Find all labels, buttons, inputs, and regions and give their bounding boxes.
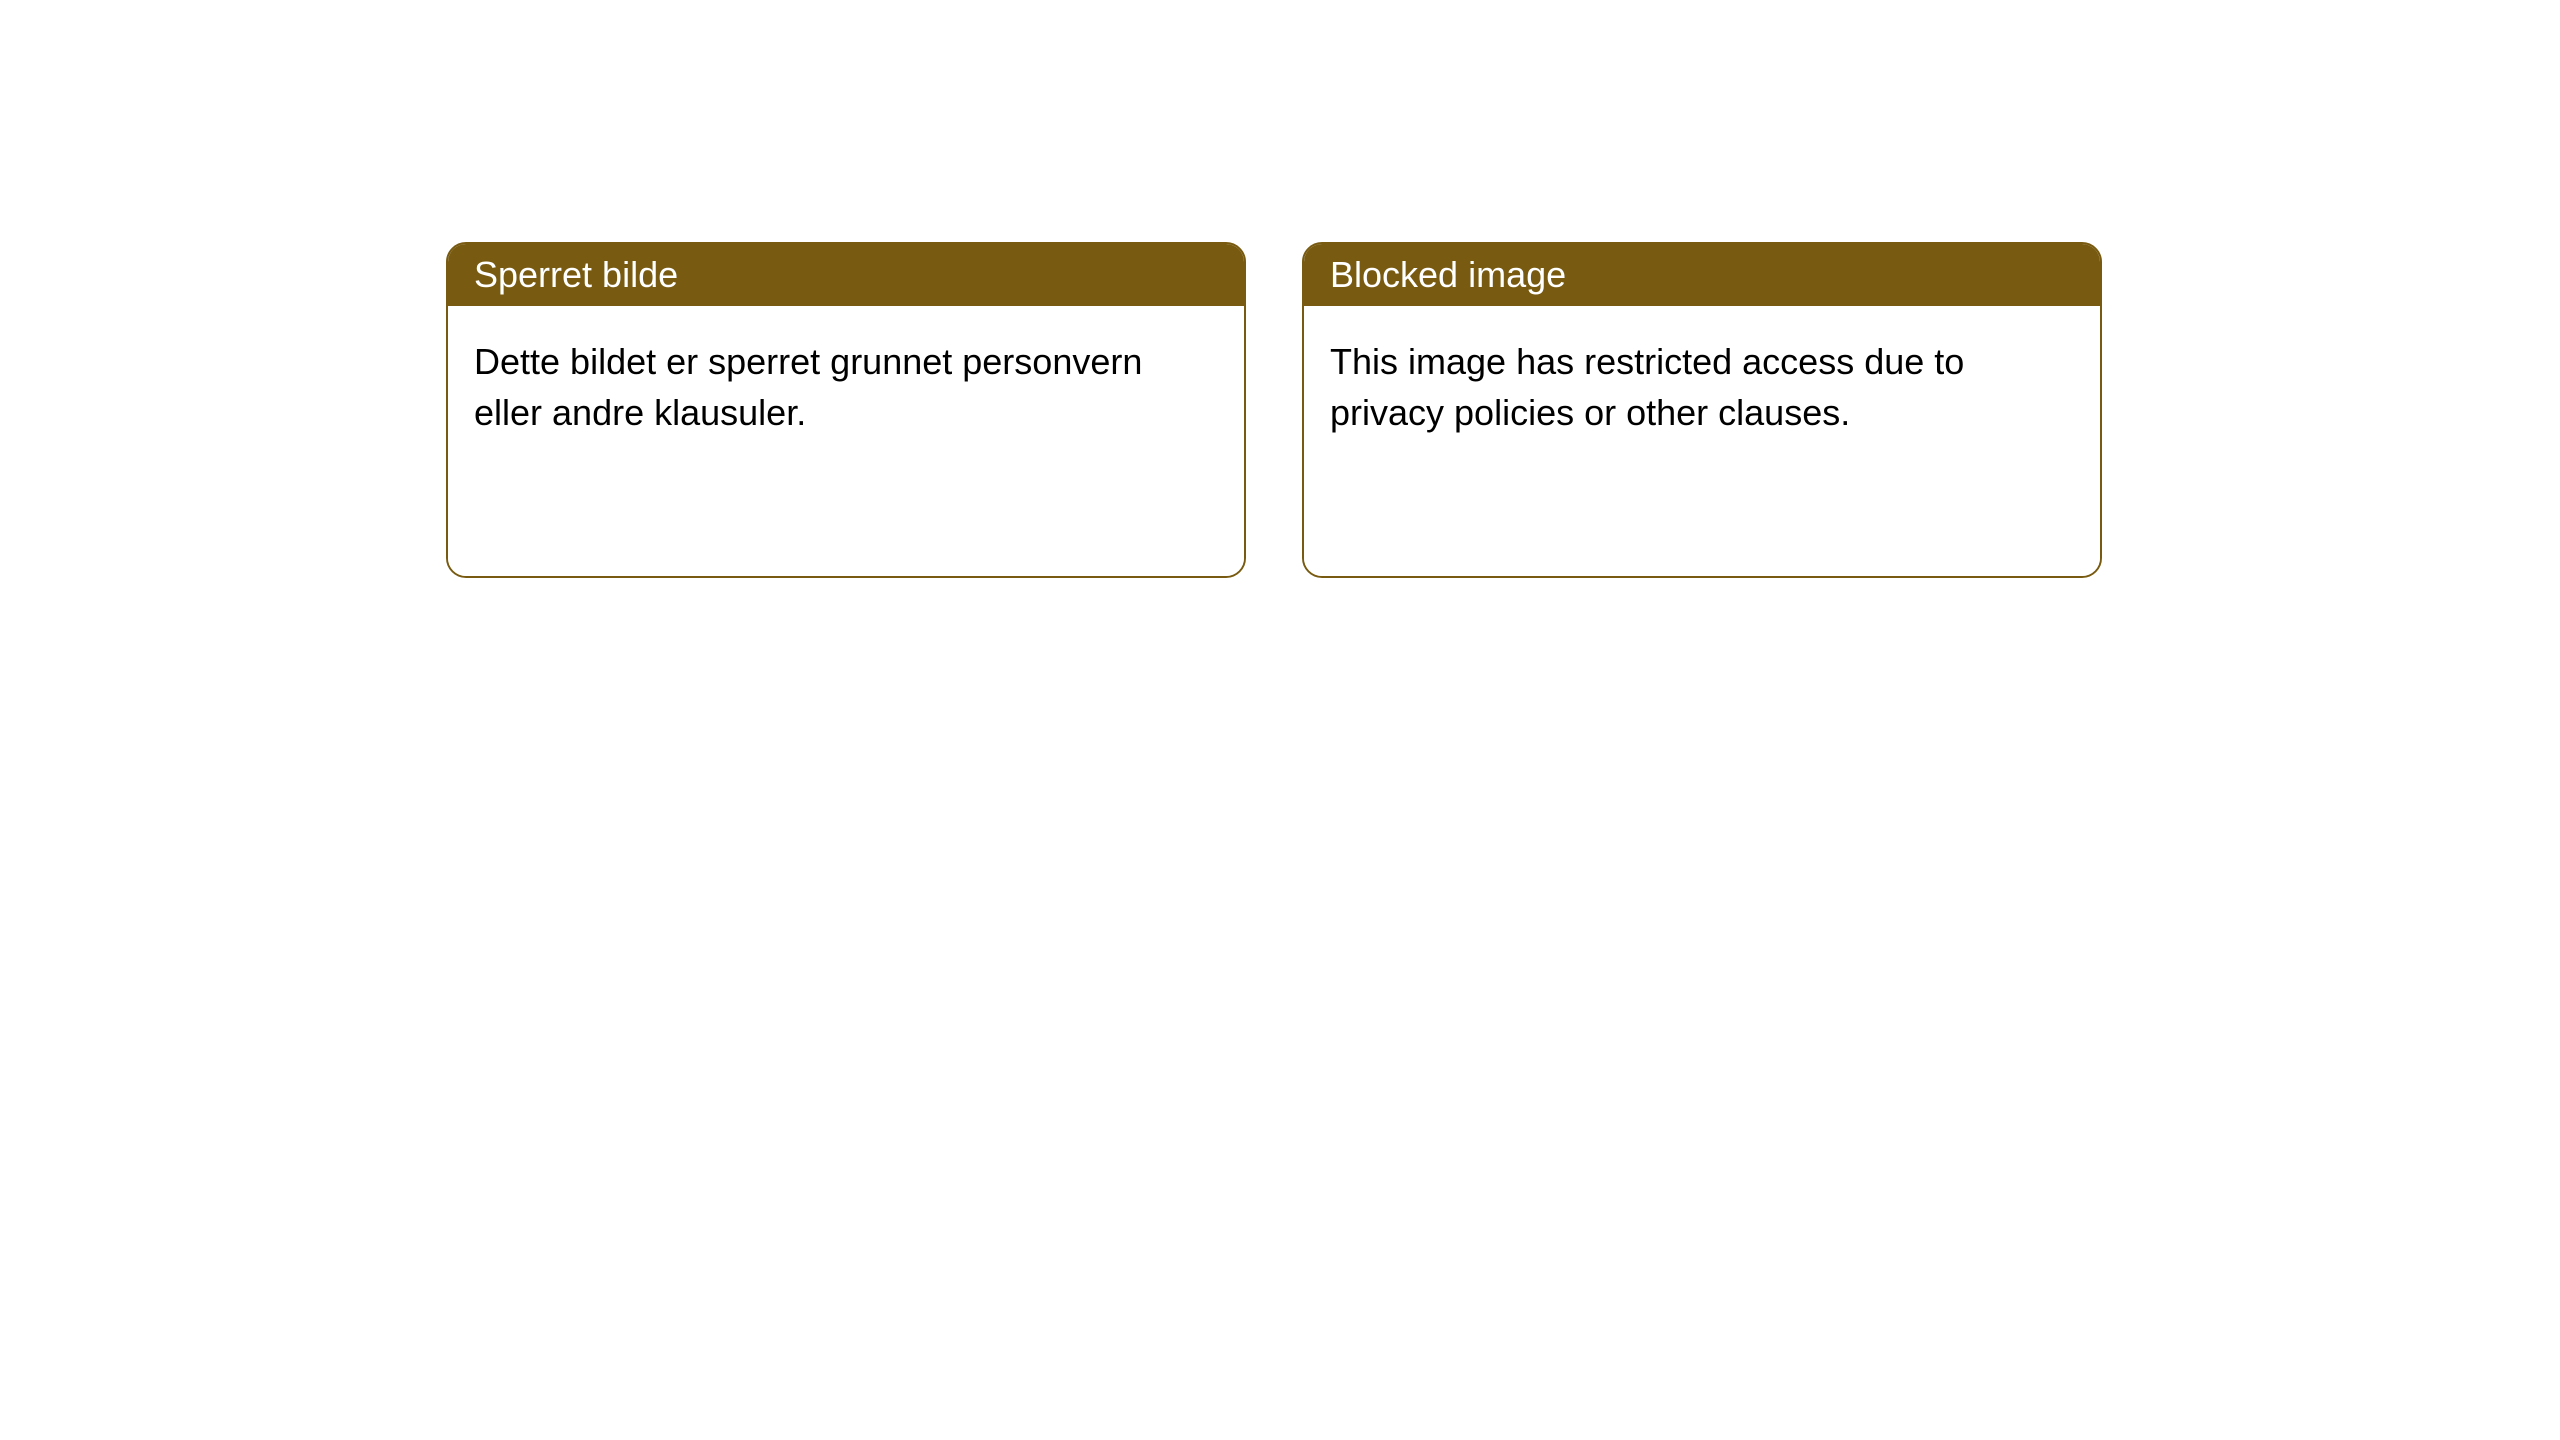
notice-card-body: Dette bildet er sperret grunnet personve…: [448, 306, 1244, 576]
notice-card-title: Blocked image: [1304, 244, 2100, 306]
notice-card-english: Blocked image This image has restricted …: [1302, 242, 2102, 578]
notice-card-title: Sperret bilde: [448, 244, 1244, 306]
notice-container: Sperret bilde Dette bildet er sperret gr…: [0, 0, 2560, 578]
notice-card-body: This image has restricted access due to …: [1304, 306, 2100, 576]
notice-card-norwegian: Sperret bilde Dette bildet er sperret gr…: [446, 242, 1246, 578]
